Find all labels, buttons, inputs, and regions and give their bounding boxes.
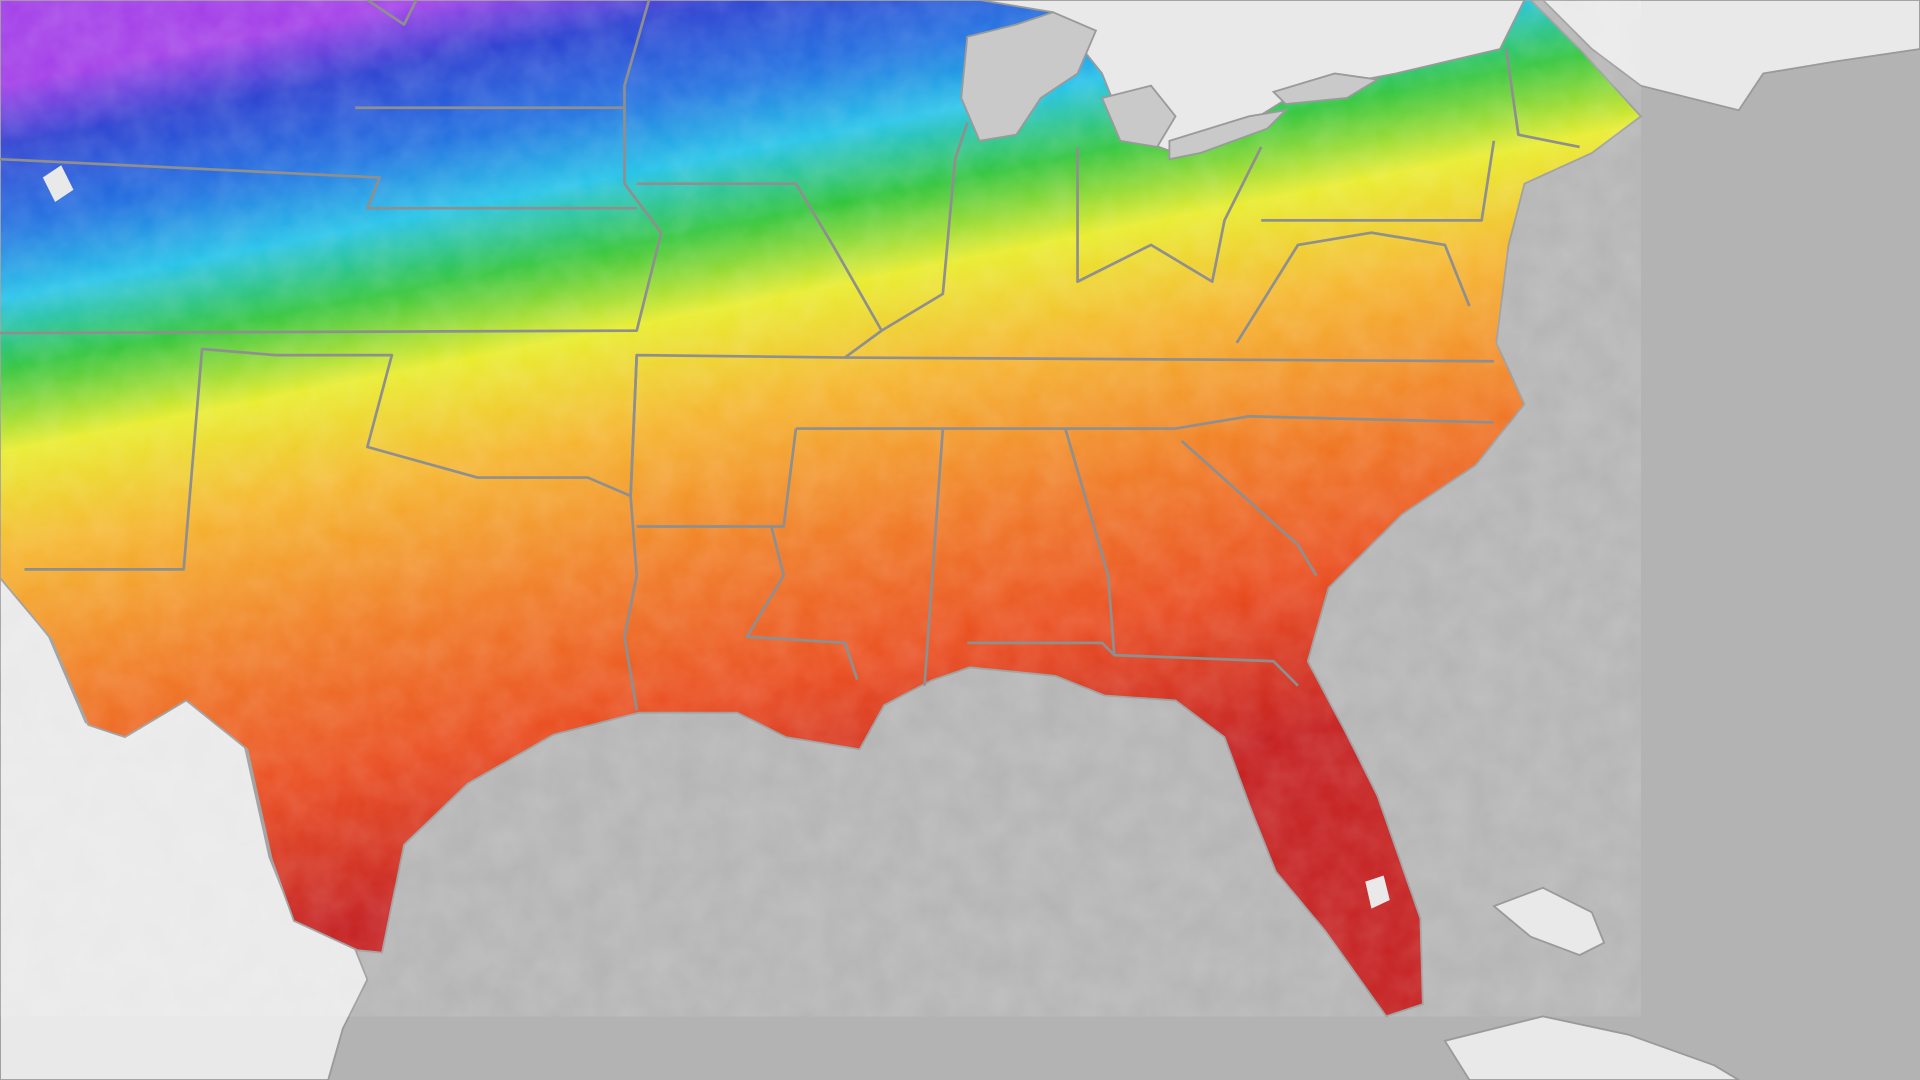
state-line [24, 347, 276, 571]
state-line [771, 428, 798, 528]
state-line [366, 0, 418, 26]
state-line [1261, 140, 1496, 222]
state-line [0, 0, 663, 335]
state-line [844, 356, 1494, 363]
canada-east [1506, 0, 1920, 112]
state-line [1064, 428, 1299, 687]
state-line [636, 525, 859, 681]
state-line [1504, 48, 1580, 149]
texture [0, 0, 1641, 1017]
state-line [967, 641, 1116, 657]
state-line [795, 414, 1494, 430]
lake-erie [1168, 108, 1289, 161]
lake-michigan [960, 11, 1098, 142]
cuba [1443, 1015, 1741, 1080]
state-line [0, 157, 637, 210]
lake-huron [1100, 84, 1177, 148]
state-line [923, 428, 945, 686]
state-line [1180, 439, 1318, 577]
lake-ontario [1271, 72, 1381, 106]
state-line [623, 355, 639, 711]
bahamas [1492, 886, 1606, 957]
great-salt-lake [42, 165, 74, 203]
state-line [1235, 231, 1471, 344]
state-line [1076, 146, 1263, 283]
lake-okeechobee [1365, 875, 1390, 909]
state-line [636, 182, 883, 332]
state-lines [0, 0, 1580, 711]
